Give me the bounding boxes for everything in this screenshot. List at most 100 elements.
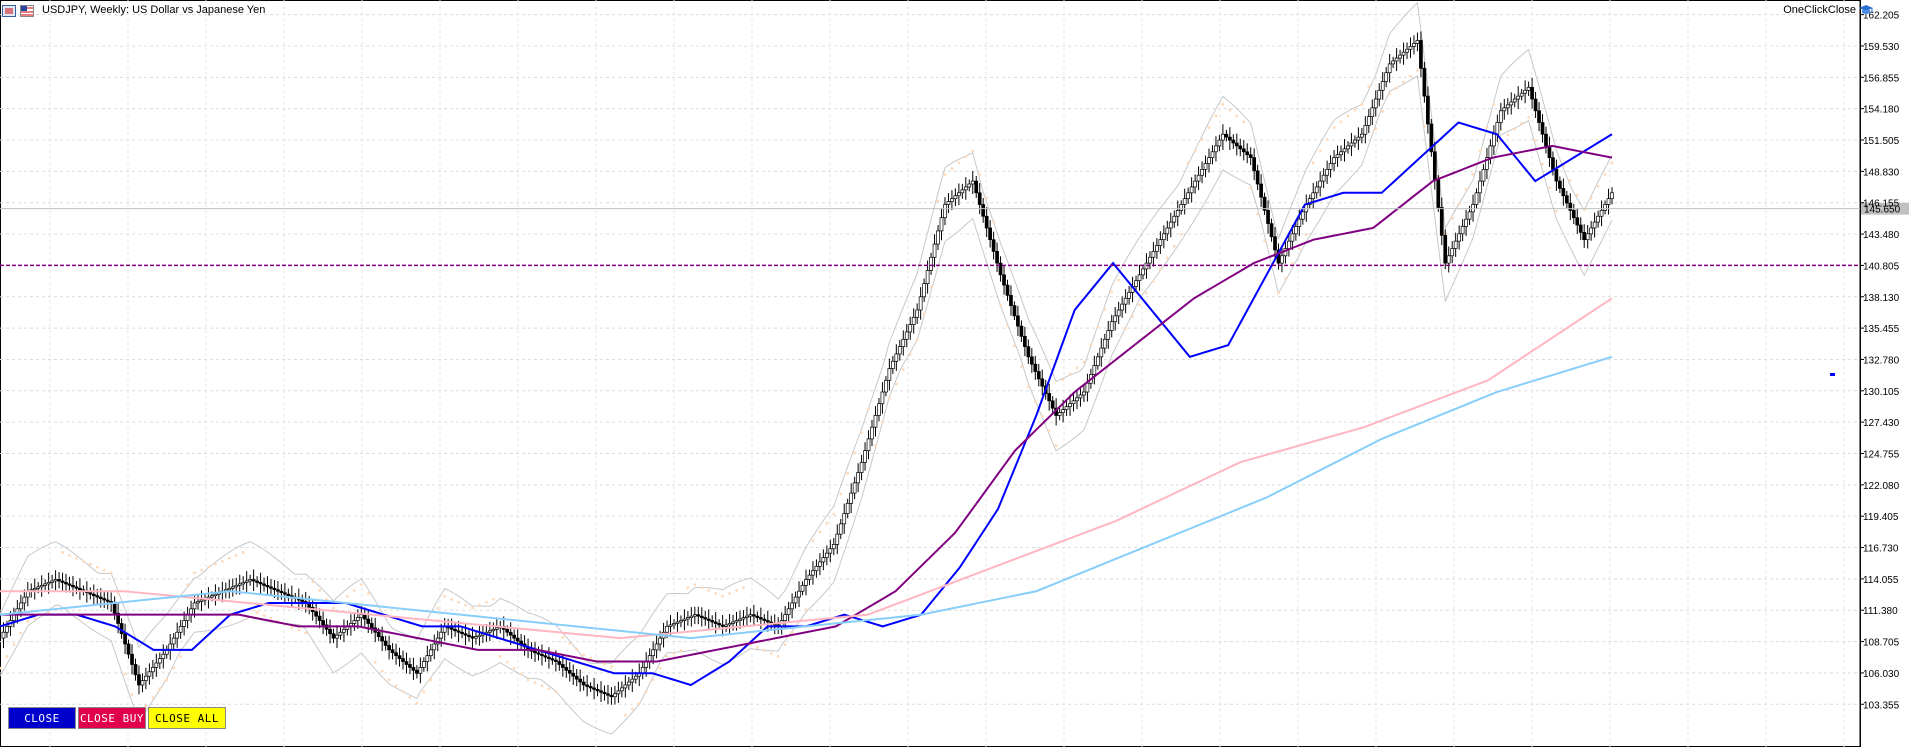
candle-body [105,599,110,602]
sar-dot [1297,247,1301,251]
candle-body [1158,239,1163,246]
candle-body [213,593,218,596]
sar-dot [1207,126,1211,130]
chart-menu-icon[interactable] [2,5,16,17]
candle-body [130,653,134,665]
candle-body [606,693,610,696]
candle-body [984,215,989,229]
candle-body [494,627,499,630]
sar-dot [269,616,273,620]
price-tick-label: 108.705 [1863,638,1900,649]
candle-body [1568,202,1573,211]
candle-body [1443,234,1448,264]
candle-body [1325,169,1329,176]
sar-dot [804,608,808,611]
candles [1,31,1614,705]
candle-body [1405,48,1409,53]
candle-body [1,631,6,639]
candle-body [953,195,958,200]
candle-body [154,662,159,668]
close-all-button[interactable]: CLOSE ALL [148,707,226,729]
sar-dot [484,600,488,604]
candle-body [1005,284,1010,296]
sar-dot [1263,238,1266,242]
candle-body [585,684,589,687]
candle-body [887,368,892,381]
candle-body [1488,145,1493,159]
candle-body [71,585,75,588]
candle-body [741,617,746,620]
sar-dot [401,690,405,693]
sar-dot [450,597,454,601]
close-sell-button[interactable]: CLOSE SELL [8,707,76,747]
sar-dot [1124,326,1128,330]
candle-body [1439,207,1444,236]
candle-body [1023,336,1027,347]
bollinger-bands [0,1,1613,735]
sar-dot [589,656,593,660]
candle-body [50,580,54,583]
candle-body [1561,188,1566,197]
sar-dot [943,173,947,176]
candle-body [432,643,437,651]
candle-body [1398,54,1402,59]
sar-dot [1221,102,1225,106]
candle-body [831,544,836,550]
candle-body [758,617,763,620]
candle-body [595,689,600,692]
sar-dot [936,199,940,203]
candle-body [977,192,982,205]
candle-body [1189,186,1194,194]
candle-body [1161,233,1166,241]
sar-dot [1235,114,1239,118]
candle-body [599,690,603,693]
candle-body [199,599,204,602]
sar-dot [220,559,224,563]
sar-dot [651,678,655,682]
candle-body [1120,303,1124,311]
price-tick-label: 159.530 [1863,42,1900,53]
sar-dot [1589,196,1593,200]
sar-dot [839,492,843,496]
candle-body [401,658,405,662]
sar-dot [1596,184,1600,188]
candle-body [147,671,152,677]
candle-body [672,623,676,626]
candle-body [1610,192,1614,200]
candle-body [362,614,367,620]
sar-dot [297,628,301,632]
candle-body [588,686,593,689]
sar-dot [978,173,982,176]
candle-body [988,227,992,241]
sar-dot [1339,120,1343,124]
candle-body [786,608,791,616]
candle-body [1064,406,1069,410]
candle-body [512,634,517,639]
candle-body [1585,233,1590,241]
sar-dot [623,713,627,717]
sar-dot [1318,149,1322,153]
candle-body [790,602,794,610]
sar-dot [1395,86,1399,90]
close-buy-button[interactable]: CLOSE BUY [78,707,146,729]
candle-body [192,602,197,610]
candle-body [408,664,412,668]
candle-body [1380,81,1385,91]
price-tick-label: 103.355 [1863,700,1900,711]
sar-dot [554,690,558,693]
candle-body [1040,378,1045,387]
sar-dot [1409,74,1412,78]
candle-body [91,593,96,596]
sar-dot [1464,187,1468,191]
sar-dot [213,562,217,566]
candle-body [738,618,742,621]
symbol-flag-icon [20,5,34,17]
candle-body [557,661,562,665]
candle-body [1095,356,1100,367]
candle-body [1394,57,1399,62]
candle-body [456,630,461,633]
expert-hat-icon[interactable] [1858,3,1874,17]
candle-body [1231,139,1236,144]
